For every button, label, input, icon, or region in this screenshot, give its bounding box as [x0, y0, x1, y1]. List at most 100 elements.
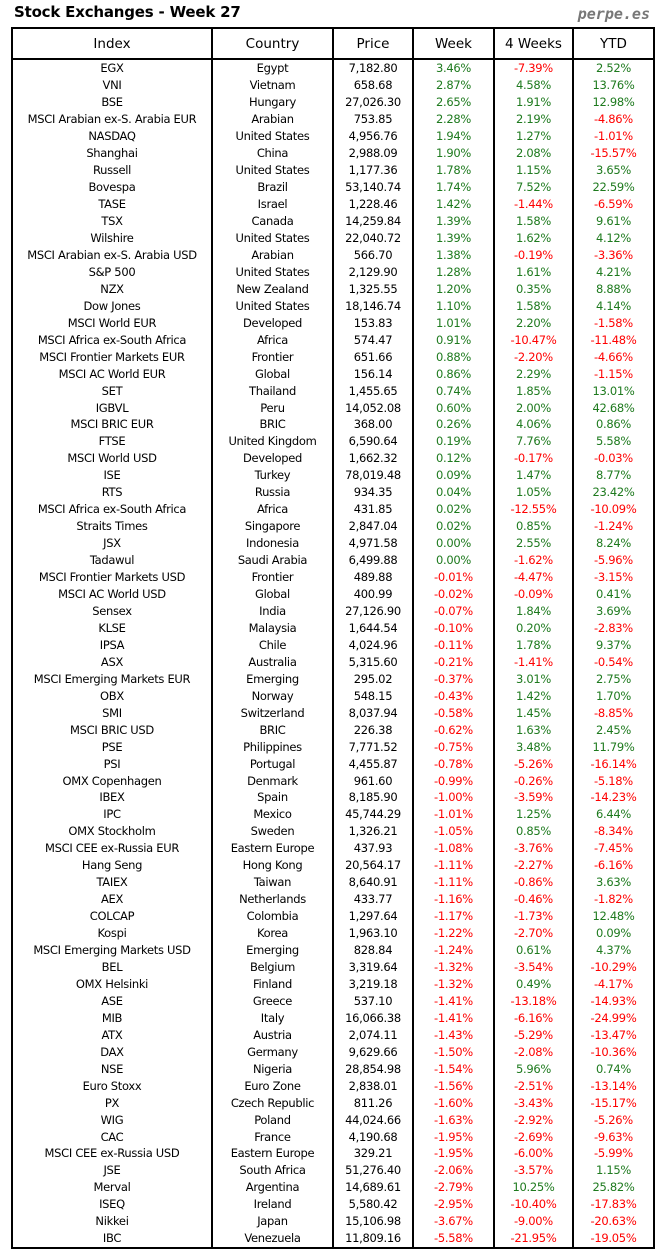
cell-index-name: MSCI World USD	[67, 451, 157, 466]
cell-price: 651.66	[332, 348, 413, 366]
cell-ytd-change: 23.42%	[572, 483, 654, 501]
cell-index-name: FTSE	[98, 434, 126, 449]
cell-ytd-change: -7.45%	[572, 839, 654, 857]
cell-four-weeks-change: -1.44%	[493, 195, 573, 213]
cell-price: 329.21	[332, 1145, 413, 1162]
table-row: Wilshire United States 22,040.72 1.39% 1.62%…	[12, 229, 654, 247]
cell-four-weeks-change: -1.73%	[493, 907, 573, 925]
cell-index-name: MSCI CEE ex-Russia USD	[44, 1146, 180, 1161]
table-row: NSE Nigeria 28,854.98 -1.54% 5.96% 0.74%	[12, 1060, 654, 1078]
cell-price: 1,325.55	[332, 280, 413, 298]
cell-index-name: VNI	[102, 78, 122, 93]
table-row: ATX Austria 2,074.11 -1.43% -5.29% -13.47%	[12, 1026, 654, 1044]
cell-ytd-change: -8.34%	[572, 822, 654, 840]
cell-four-weeks-change: -0.17%	[493, 449, 573, 467]
cell-country: India	[211, 602, 333, 620]
cell-index-name: IBEX	[99, 790, 125, 805]
table-row: Euro Stoxx Euro Zone 2,838.01 -1.56% -2.51% -…	[12, 1077, 654, 1095]
table-row: SET Thailand 1,455.65 0.74% 1.85% 13.01%	[12, 382, 654, 400]
cell-country: Frontier	[211, 568, 333, 586]
cell-index-name: Shanghai	[86, 146, 138, 161]
cell-price: 566.70	[332, 246, 413, 264]
cell-week-change: 0.86%	[412, 365, 494, 383]
table-row: DAX Germany 9,629.66 -1.50% -2.08% -10.36%	[12, 1043, 654, 1061]
cell-four-weeks-change: -2.08%	[493, 1043, 573, 1061]
cell-ytd-change: 6.44%	[572, 805, 654, 823]
cell-index-name: OBX	[100, 688, 124, 703]
cell-index-name: RTS	[101, 485, 123, 500]
cell-week-change: 1.90%	[412, 144, 494, 162]
cell-country: Mexico	[211, 805, 333, 823]
cell-week-change: 1.20%	[412, 280, 494, 298]
cell-four-weeks-change: -3.76%	[493, 839, 573, 857]
cell-index-name: TAIEX	[96, 875, 128, 890]
cell-price: 15,106.98	[332, 1212, 413, 1230]
cell-four-weeks-change: 1.27%	[493, 127, 573, 145]
cell-ytd-change: 11.79%	[572, 738, 654, 756]
cell-week-change: 0.12%	[412, 449, 494, 467]
cell-four-weeks-change: 2.19%	[493, 110, 573, 128]
cell-price: 8,640.91	[332, 873, 413, 891]
cell-week-change: -1.16%	[412, 890, 494, 908]
cell-country: Japan	[211, 1212, 333, 1230]
cell-four-weeks-change: -2.27%	[493, 856, 573, 874]
cell-index-name: Kospi	[97, 926, 127, 941]
cell-four-weeks-change: 1.62%	[493, 229, 573, 247]
cell-country: New Zealand	[211, 280, 333, 298]
table-row: NASDAQ United States 4,956.76 1.94% 1.27% -1.…	[12, 127, 654, 145]
cell-country: Developed	[211, 449, 333, 467]
cell-week-change: -0.11%	[412, 636, 494, 654]
cell-price: 4,956.76	[332, 127, 413, 145]
cell-ytd-change: 3.63%	[572, 873, 654, 891]
cell-week-change: 0.74%	[412, 382, 494, 400]
cell-price: 3,219.18	[332, 975, 413, 993]
cell-country: Arabian	[211, 110, 333, 128]
cell-week-change: -1.32%	[412, 958, 494, 976]
cell-four-weeks-change: 4.06%	[493, 416, 573, 433]
cell-price: 1,297.64	[332, 907, 413, 925]
cell-ytd-change: 42.68%	[572, 399, 654, 417]
cell-four-weeks-change: 1.58%	[493, 212, 573, 230]
cell-price: 4,190.68	[332, 1128, 413, 1145]
cell-price: 6,590.64	[332, 432, 413, 450]
cell-four-weeks-change: 2.08%	[493, 144, 573, 162]
cell-four-weeks-change: 7.76%	[493, 432, 573, 450]
cell-country: Arabian	[211, 246, 333, 264]
table-row: Dow Jones United States 18,146.74 1.10% 1.58…	[12, 297, 654, 315]
cell-four-weeks-change: 0.61%	[493, 941, 573, 959]
cell-country: Canada	[211, 212, 333, 230]
table-row: MSCI Africa ex-South Africa Africa 574.47 0…	[12, 331, 654, 349]
cell-country: Africa	[211, 500, 333, 518]
cell-index-name: Straits Times	[76, 519, 148, 534]
cell-country: Indonesia	[211, 534, 333, 552]
cell-price: 548.15	[332, 687, 413, 705]
cell-country: Philippines	[211, 738, 333, 756]
cell-price: 2,129.90	[332, 263, 413, 281]
cell-country: Norway	[211, 687, 333, 705]
cell-price: 753.85	[332, 110, 413, 128]
cell-price: 16,066.38	[332, 1009, 413, 1027]
cell-price: 368.00	[332, 416, 413, 433]
cell-country: Spain	[211, 788, 333, 806]
cell-price: 1,644.54	[332, 619, 413, 637]
cell-week-change: -1.95%	[412, 1145, 494, 1162]
cell-week-change: 0.04%	[412, 483, 494, 501]
cell-four-weeks-change: -5.29%	[493, 1026, 573, 1044]
cell-week-change: -1.63%	[412, 1111, 494, 1129]
cell-ytd-change: 0.74%	[572, 1060, 654, 1078]
cell-country: Nigeria	[211, 1060, 333, 1078]
cell-ytd-change: 4.12%	[572, 229, 654, 247]
cell-week-change: 3.46%	[412, 59, 494, 77]
cell-ytd-change: -24.99%	[572, 1009, 654, 1027]
cell-price: 4,455.87	[332, 755, 413, 773]
table-row: MSCI World USD Developed 1,662.32 0.12% -0.1…	[12, 449, 654, 467]
cell-index-name: MSCI Emerging Markets USD	[33, 943, 191, 958]
cell-country: United Kingdom	[211, 432, 333, 450]
cell-ytd-change: 2.52%	[572, 59, 654, 77]
cell-index-name: MSCI Africa ex-South Africa	[37, 332, 187, 347]
cell-four-weeks-change: 0.85%	[493, 822, 573, 840]
cell-price: 28,854.98	[332, 1060, 413, 1078]
cell-country: Czech Republic	[211, 1094, 333, 1112]
cell-week-change: -0.02%	[412, 585, 494, 603]
cell-four-weeks-change: 1.61%	[493, 263, 573, 281]
